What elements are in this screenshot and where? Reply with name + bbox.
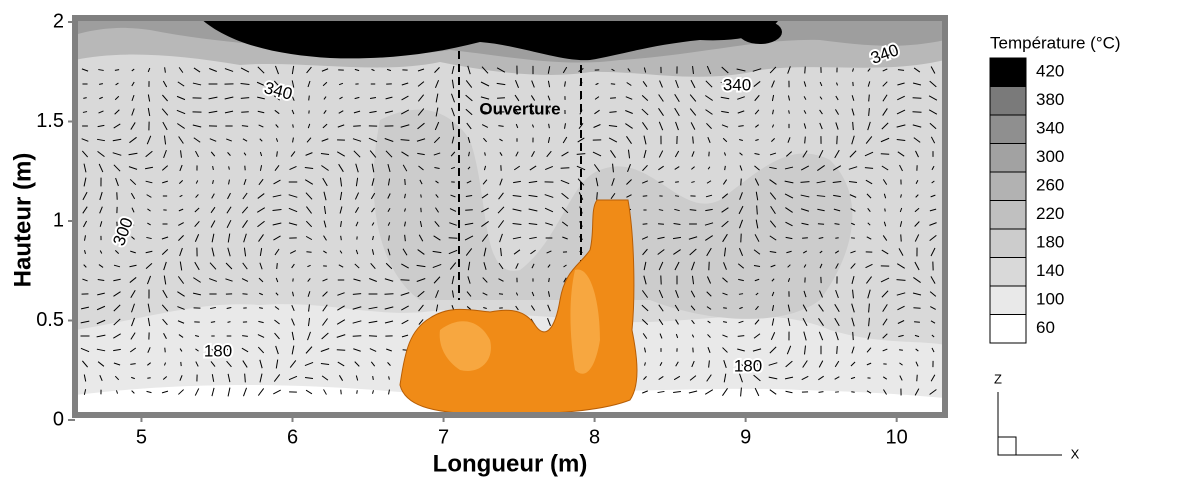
legend-label: 100 <box>1036 290 1064 309</box>
velocity-arrow <box>837 346 838 354</box>
legend-swatch <box>990 201 1026 230</box>
velocity-arrow <box>789 110 790 113</box>
velocity-arrow <box>421 194 422 197</box>
x-tick-label: 8 <box>589 426 600 448</box>
velocity-arrow <box>818 224 824 225</box>
legend-label: 180 <box>1036 233 1064 252</box>
x-tick-label: 9 <box>740 426 751 448</box>
velocity-arrow <box>805 67 806 74</box>
velocity-arrow <box>898 70 904 71</box>
velocity-arrow <box>869 95 870 102</box>
y-tick-label: 0 <box>53 408 64 430</box>
legend-label: 260 <box>1036 176 1064 195</box>
velocity-arrow <box>693 136 694 143</box>
velocity-arrow <box>341 236 342 240</box>
legend-swatch <box>990 144 1026 173</box>
velocity-arrow <box>597 192 598 200</box>
velocity-arrow <box>643 224 648 225</box>
legend-swatch <box>990 58 1026 87</box>
velocity-arrow <box>738 126 743 127</box>
legend-label: 420 <box>1036 62 1064 81</box>
velocity-arrow <box>241 112 249 113</box>
x-tick-label: 10 <box>886 426 908 448</box>
annotation: Ouverture <box>479 99 560 118</box>
annotation: 180 <box>734 356 762 375</box>
legend-swatch <box>990 229 1026 258</box>
legend-label: 300 <box>1036 147 1064 166</box>
velocity-arrow <box>739 294 743 295</box>
velocity-arrow <box>805 137 806 144</box>
legend-label: 340 <box>1036 119 1064 138</box>
velocity-arrow <box>723 322 727 323</box>
velocity-arrow <box>675 196 679 197</box>
velocity-arrow <box>853 332 854 340</box>
legend-swatch <box>990 172 1026 201</box>
velocity-arrow <box>228 322 231 323</box>
velocity-arrow <box>309 96 310 101</box>
velocity-arrow <box>725 166 726 170</box>
velocity-arrow <box>357 390 358 393</box>
legend-swatch <box>990 115 1026 144</box>
velocity-arrow <box>341 390 342 395</box>
velocity-arrow <box>277 263 278 269</box>
velocity-arrow <box>801 182 810 183</box>
velocity-arrow <box>853 122 854 130</box>
legend-swatch <box>990 315 1026 344</box>
y-tick-label: 0.5 <box>36 309 64 331</box>
legend-title: Température (°C) <box>990 33 1121 52</box>
velocity-arrow <box>373 376 374 380</box>
velocity-arrow <box>757 206 758 215</box>
velocity-arrow <box>549 278 550 282</box>
velocity-arrow <box>577 154 586 155</box>
velocity-arrow <box>865 168 873 169</box>
velocity-arrow <box>658 224 664 225</box>
y-tick-label: 1 <box>53 209 64 231</box>
legend-label: 60 <box>1036 318 1055 337</box>
velocity-arrow <box>913 98 922 99</box>
velocity-arrow <box>609 112 616 113</box>
annotation: 180 <box>204 341 232 360</box>
axes-triad: Z X <box>994 371 1080 461</box>
legend-swatch <box>990 258 1026 287</box>
velocity-arrow <box>165 348 166 353</box>
x-tick-label: 5 <box>136 426 147 448</box>
velocity-arrow <box>385 294 394 295</box>
annotation: 340 <box>723 75 751 94</box>
y-tick-label: 2 <box>53 10 64 32</box>
velocity-arrow <box>885 209 886 212</box>
velocity-arrow <box>337 350 345 351</box>
velocity-arrow <box>643 196 648 197</box>
legend-swatch <box>990 87 1026 116</box>
velocity-arrow <box>242 294 247 295</box>
velocity-arrow <box>610 98 616 99</box>
velocity-arrow <box>899 350 903 351</box>
x-tick-label: 7 <box>438 426 449 448</box>
legend-swatch <box>990 286 1026 315</box>
velocity-arrow <box>83 98 86 99</box>
velocity-arrow <box>389 235 390 240</box>
velocity-arrow <box>913 112 922 113</box>
velocity-arrow <box>802 238 808 239</box>
velocity-arrow <box>741 179 742 186</box>
velocity-arrow <box>147 378 150 379</box>
legend-label: 380 <box>1036 90 1064 109</box>
triad-box <box>998 437 1016 455</box>
triad-label: Z <box>994 371 1002 386</box>
velocity-arrow <box>901 234 902 241</box>
y-axis-label: Hauteur (m) <box>9 153 36 288</box>
field-hottest <box>738 20 782 44</box>
legend-label: 220 <box>1036 204 1064 223</box>
legend-label: 140 <box>1036 261 1064 280</box>
x-tick-label: 6 <box>287 426 298 448</box>
velocity-arrow <box>245 374 246 383</box>
velocity-arrow <box>723 308 727 309</box>
x-axis-label: Longueur (m) <box>433 450 588 477</box>
y-tick-label: 1.5 <box>36 110 64 132</box>
velocity-arrow <box>293 124 294 127</box>
velocity-arrow <box>405 235 406 241</box>
velocity-arrow <box>881 154 889 155</box>
triad-label: X <box>1071 446 1080 461</box>
velocity-arrow <box>499 294 503 295</box>
